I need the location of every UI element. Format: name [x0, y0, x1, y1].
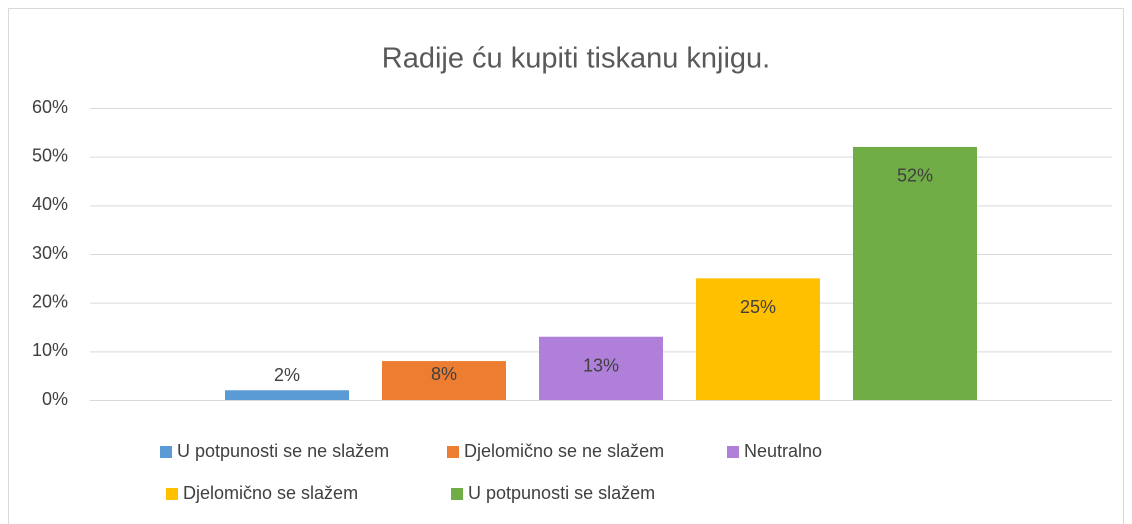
data-label: 25% [740, 297, 776, 317]
bar [853, 146, 977, 400]
y-tick-label: 50% [32, 145, 68, 165]
legend-label: U potpunosti se ne slažem [177, 441, 389, 461]
bar [382, 361, 506, 400]
legend-label: U potpunosti se slažem [468, 483, 655, 503]
bar [696, 278, 820, 400]
legend-label: Djelomično se slažem [183, 483, 358, 503]
bar [225, 390, 349, 400]
legend-swatch [447, 446, 459, 458]
legend-swatch [166, 488, 178, 500]
legend-label: Neutralno [744, 441, 822, 461]
data-label: 2% [274, 365, 300, 385]
legend-swatch [451, 488, 463, 500]
chart-title: Radije ću kupiti tiskanu knjigu. [382, 43, 770, 75]
bar [539, 336, 663, 400]
y-tick-label: 0% [42, 389, 68, 409]
y-tick-label: 40% [32, 194, 68, 214]
y-tick-label: 20% [32, 291, 68, 311]
y-tick-label: 30% [32, 243, 68, 263]
data-label: 8% [431, 364, 457, 384]
data-label: 13% [583, 355, 619, 375]
y-tick-label: 60% [32, 97, 68, 117]
legend-swatch [727, 446, 739, 458]
legend-label: Djelomično se ne slažem [464, 441, 664, 461]
y-tick-label: 10% [32, 340, 68, 360]
data-label: 52% [897, 166, 933, 186]
legend-swatch [160, 446, 172, 458]
